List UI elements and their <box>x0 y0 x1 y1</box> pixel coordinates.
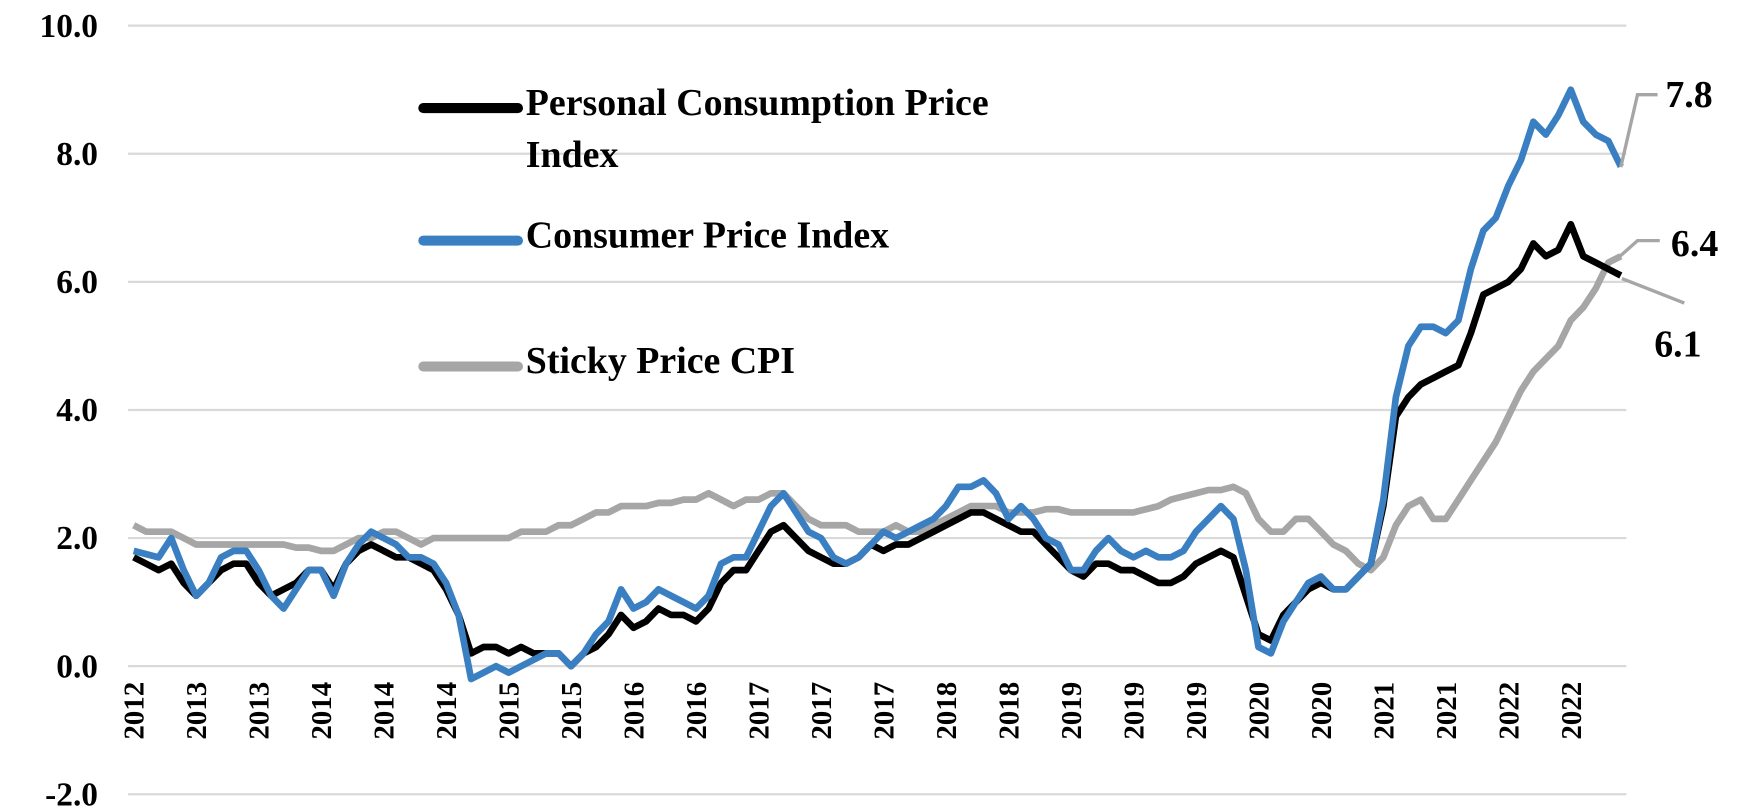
data-label: 7.8 <box>1665 74 1712 116</box>
y-tick-label: -2.0 <box>45 776 98 811</box>
y-tick-label: 10.0 <box>40 8 98 45</box>
x-tick-label: 2021 <box>1431 682 1463 740</box>
x-tick-label: 2018 <box>931 682 963 740</box>
x-tick-label: 2016 <box>619 682 651 740</box>
x-tick-label: 2013 <box>244 682 276 740</box>
x-tick-label: 2020 <box>1243 682 1275 740</box>
x-tick-label: 2017 <box>744 682 776 740</box>
legend-item: Consumer Price Index <box>525 215 890 257</box>
x-tick-label: 2012 <box>119 682 151 740</box>
data-label: 6.4 <box>1671 223 1718 265</box>
x-tick-label: 2013 <box>181 682 213 740</box>
x-tick-label: 2018 <box>993 682 1025 740</box>
legend-item: Sticky Price CPI <box>525 340 796 383</box>
data-label: 6.1 <box>1654 323 1701 365</box>
x-tick-label: 2015 <box>494 682 526 740</box>
y-tick-label: 8.0 <box>56 136 98 173</box>
y-tick-label: 0.0 <box>56 648 98 685</box>
legend-item: Personal Consumption Price Index <box>525 82 989 177</box>
x-tick-label: 2016 <box>681 682 713 740</box>
y-tick-label: 4.0 <box>56 392 98 429</box>
x-tick-label: 2014 <box>431 682 463 740</box>
x-tick-label: 2019 <box>1056 682 1088 740</box>
y-tick-label: 2.0 <box>56 520 98 557</box>
x-tick-label: 2017 <box>869 682 901 740</box>
leader-line <box>1616 238 1660 260</box>
x-tick-label: 2022 <box>1556 682 1588 740</box>
series-line <box>132 86 1624 683</box>
x-tick-label: 2021 <box>1368 682 1400 740</box>
series-line <box>132 253 1623 574</box>
x-tick-label: 2014 <box>306 682 338 740</box>
x-tick-label: 2017 <box>806 682 838 740</box>
leader-line <box>1621 276 1685 305</box>
x-tick-label: 2020 <box>1306 682 1338 740</box>
leader-line <box>1619 93 1658 168</box>
x-tick-label: 2019 <box>1181 682 1213 740</box>
x-tick-label: 2015 <box>556 682 588 740</box>
x-tick-label: 2019 <box>1118 682 1150 740</box>
y-tick-label: 6.0 <box>56 264 98 301</box>
x-tick-label: 2022 <box>1493 682 1525 740</box>
legend-label: Consumer Price Index <box>525 215 890 257</box>
legend-label: Sticky Price CPI <box>525 340 796 383</box>
x-tick-label: 2014 <box>369 682 401 740</box>
legend-label: Personal Consumption Price Index <box>525 82 989 177</box>
